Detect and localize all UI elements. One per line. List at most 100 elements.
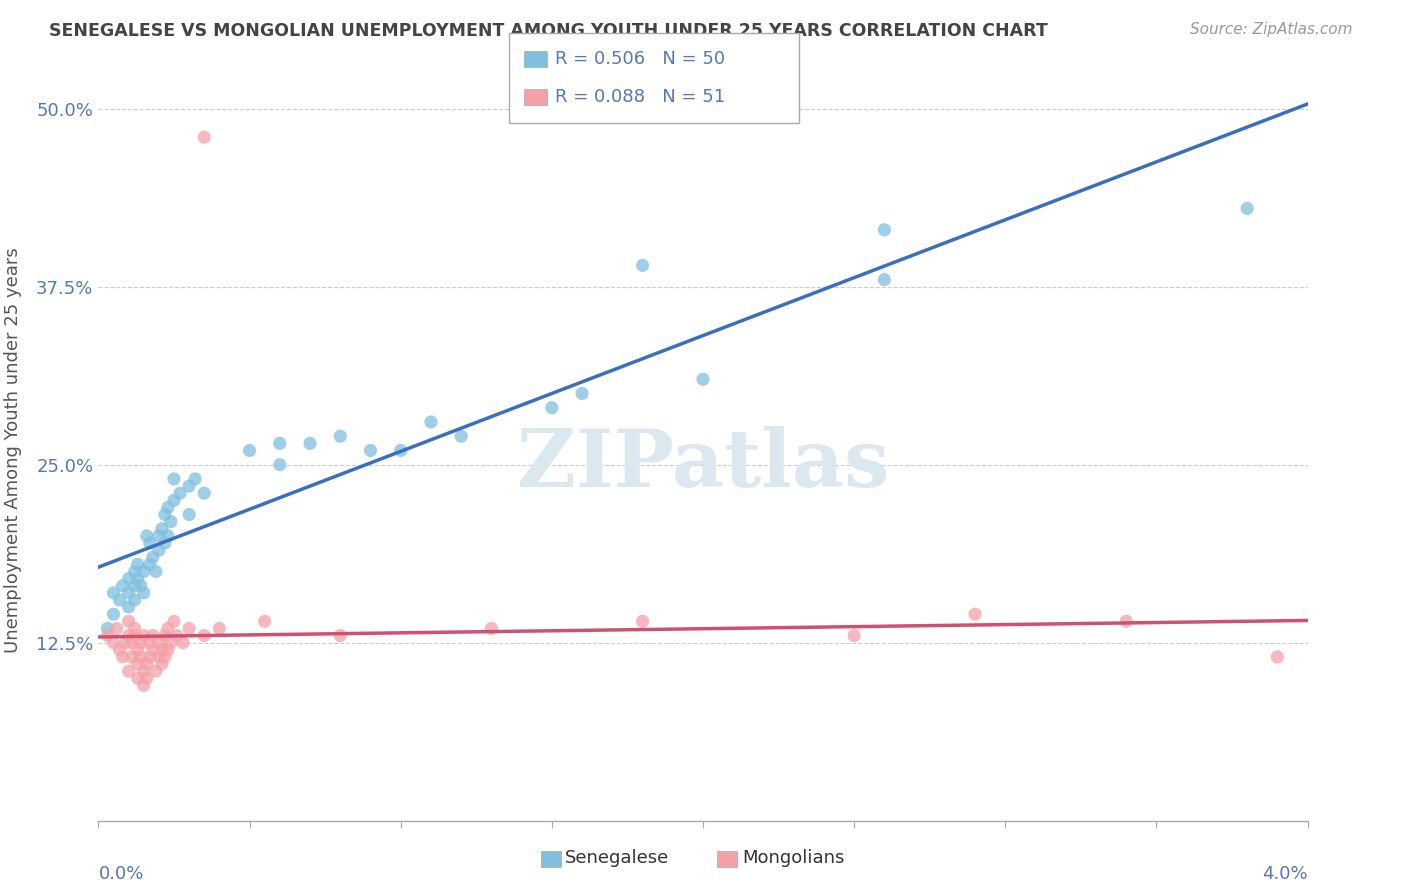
Point	[118, 628, 141, 642]
Point	[844, 628, 866, 642]
Point	[163, 472, 186, 486]
Point	[127, 671, 149, 685]
Y-axis label: Unemployment Among Youth under 25 years: Unemployment Among Youth under 25 years	[4, 248, 22, 653]
Point	[450, 429, 472, 443]
Point	[127, 642, 149, 657]
Point	[124, 565, 146, 579]
Point	[142, 550, 165, 565]
Point	[132, 586, 155, 600]
Point	[179, 508, 201, 522]
Point	[299, 436, 322, 450]
Point	[103, 607, 125, 622]
Point	[145, 664, 167, 678]
Point	[135, 529, 157, 543]
Point	[179, 479, 201, 493]
Point	[160, 515, 183, 529]
Point	[142, 628, 165, 642]
Point	[156, 622, 179, 636]
Point	[129, 649, 152, 664]
Point	[163, 615, 186, 629]
Point	[193, 628, 215, 642]
Point	[135, 657, 157, 671]
Point	[150, 522, 173, 536]
Point	[571, 386, 593, 401]
Point	[153, 536, 176, 550]
Text: Senegalese: Senegalese	[565, 849, 669, 867]
Text: R = 0.088   N = 51: R = 0.088 N = 51	[555, 87, 725, 105]
Point	[150, 657, 173, 671]
Point	[873, 223, 896, 237]
Point	[96, 628, 118, 642]
Text: ZIPatlas: ZIPatlas	[517, 426, 889, 504]
Point	[132, 565, 155, 579]
Point	[1236, 202, 1258, 216]
Point	[253, 615, 276, 629]
Point	[132, 678, 155, 692]
Point	[124, 622, 146, 636]
Point	[360, 443, 382, 458]
Point	[208, 622, 231, 636]
Point	[111, 579, 134, 593]
Point	[153, 628, 176, 642]
Point	[139, 558, 162, 572]
Point	[105, 622, 128, 636]
Point	[153, 649, 176, 664]
Point	[873, 272, 896, 286]
Point	[118, 586, 141, 600]
Point	[118, 615, 141, 629]
Point	[124, 593, 146, 607]
Point	[132, 664, 155, 678]
Text: Source: ZipAtlas.com: Source: ZipAtlas.com	[1189, 22, 1353, 37]
Point	[118, 572, 141, 586]
Point	[127, 657, 149, 671]
Point	[121, 635, 143, 649]
Point	[111, 649, 134, 664]
Point	[169, 486, 191, 500]
Point	[139, 649, 162, 664]
Point	[193, 486, 215, 500]
Text: Mongolians: Mongolians	[742, 849, 845, 867]
Point	[329, 429, 352, 443]
Point	[193, 130, 215, 145]
Point	[139, 635, 162, 649]
Point	[121, 649, 143, 664]
Point	[239, 443, 262, 458]
Point	[269, 458, 291, 472]
Text: 4.0%: 4.0%	[1263, 865, 1308, 883]
Point	[156, 529, 179, 543]
Text: R = 0.506   N = 50: R = 0.506 N = 50	[555, 51, 725, 69]
Point	[118, 600, 141, 615]
Point	[108, 593, 131, 607]
Point	[540, 401, 562, 415]
Point	[329, 628, 352, 642]
Point	[481, 622, 503, 636]
Point	[127, 572, 149, 586]
Point	[129, 635, 152, 649]
Point	[631, 615, 654, 629]
Point	[153, 508, 176, 522]
Point	[1267, 649, 1289, 664]
Point	[163, 493, 186, 508]
Point	[148, 649, 170, 664]
Point	[172, 635, 194, 649]
Point	[160, 635, 183, 649]
Point	[96, 622, 118, 636]
Point	[1115, 615, 1137, 629]
Point	[269, 436, 291, 450]
Point	[145, 565, 167, 579]
Point	[631, 259, 654, 273]
Point	[132, 628, 155, 642]
Point	[108, 642, 131, 657]
Point	[150, 642, 173, 657]
Point	[148, 543, 170, 558]
Point	[166, 628, 188, 642]
Point	[114, 635, 136, 649]
Point	[135, 671, 157, 685]
Point	[156, 642, 179, 657]
Text: SENEGALESE VS MONGOLIAN UNEMPLOYMENT AMONG YOUTH UNDER 25 YEARS CORRELATION CHAR: SENEGALESE VS MONGOLIAN UNEMPLOYMENT AMO…	[49, 22, 1047, 40]
Point	[129, 579, 152, 593]
Point	[692, 372, 714, 386]
Point	[179, 622, 201, 636]
Point	[142, 642, 165, 657]
Point	[389, 443, 412, 458]
